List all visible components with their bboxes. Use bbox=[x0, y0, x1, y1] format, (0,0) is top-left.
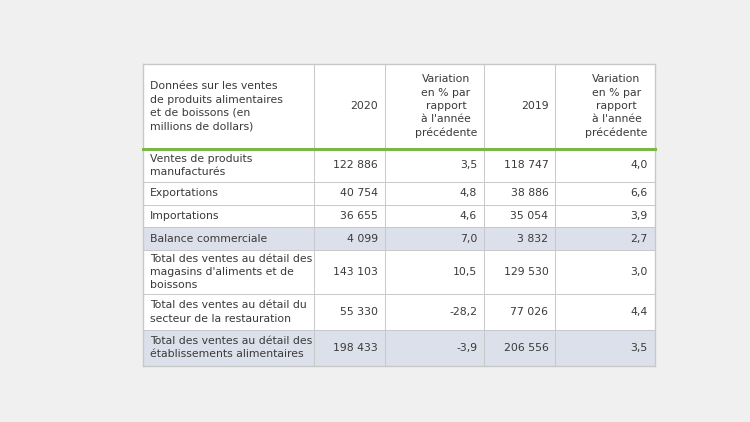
Bar bbox=[143, 294, 655, 330]
Text: 4,6: 4,6 bbox=[460, 211, 477, 221]
Bar bbox=[314, 64, 385, 149]
Text: 129 530: 129 530 bbox=[503, 267, 548, 277]
Bar bbox=[143, 227, 655, 250]
Text: 2019: 2019 bbox=[520, 101, 548, 111]
Bar bbox=[143, 250, 655, 294]
Text: Ventes de produits
manufacturés: Ventes de produits manufacturés bbox=[150, 154, 253, 177]
Text: 77 026: 77 026 bbox=[511, 307, 548, 317]
Bar bbox=[143, 64, 655, 366]
Text: -28,2: -28,2 bbox=[449, 307, 477, 317]
Text: 206 556: 206 556 bbox=[503, 343, 548, 353]
Text: 4,4: 4,4 bbox=[631, 307, 648, 317]
Text: 10,5: 10,5 bbox=[453, 267, 477, 277]
Text: 3,9: 3,9 bbox=[631, 211, 648, 221]
Text: 4,8: 4,8 bbox=[460, 189, 477, 198]
Text: 198 433: 198 433 bbox=[333, 343, 378, 353]
Text: 38 886: 38 886 bbox=[511, 189, 548, 198]
Text: Total des ventes au détail des
établissements alimentaires: Total des ventes au détail des établisse… bbox=[150, 336, 313, 360]
Bar bbox=[143, 205, 655, 227]
Text: Variation
en % par
rapport
à l'année
précédente: Variation en % par rapport à l'année pré… bbox=[415, 75, 477, 138]
Text: 3,0: 3,0 bbox=[630, 267, 648, 277]
Text: 3,5: 3,5 bbox=[460, 160, 477, 170]
Bar bbox=[143, 330, 655, 366]
Text: 35 054: 35 054 bbox=[511, 211, 548, 221]
Text: 4 099: 4 099 bbox=[346, 234, 378, 243]
Text: 40 754: 40 754 bbox=[340, 189, 378, 198]
Text: -3,9: -3,9 bbox=[456, 343, 477, 353]
Text: 118 747: 118 747 bbox=[504, 160, 548, 170]
Bar bbox=[143, 149, 655, 182]
Text: 7,0: 7,0 bbox=[460, 234, 477, 243]
Text: Données sur les ventes
de produits alimentaires
et de boissons (en
millions de d: Données sur les ventes de produits alime… bbox=[150, 81, 283, 131]
Bar bbox=[143, 182, 655, 205]
Text: 3,5: 3,5 bbox=[631, 343, 648, 353]
Text: 143 103: 143 103 bbox=[333, 267, 378, 277]
Text: 122 886: 122 886 bbox=[333, 160, 378, 170]
Text: Variation
en % par
rapport
à l'année
précédente: Variation en % par rapport à l'année pré… bbox=[585, 75, 648, 138]
Bar bbox=[143, 64, 314, 149]
Text: 55 330: 55 330 bbox=[340, 307, 378, 317]
Text: 2020: 2020 bbox=[350, 101, 378, 111]
Bar bbox=[484, 64, 556, 149]
Text: 3 832: 3 832 bbox=[518, 234, 548, 243]
Text: Importations: Importations bbox=[150, 211, 220, 221]
Text: Balance commerciale: Balance commerciale bbox=[150, 234, 268, 243]
Text: Exportations: Exportations bbox=[150, 189, 219, 198]
Bar bbox=[556, 64, 655, 149]
Text: 4,0: 4,0 bbox=[630, 160, 648, 170]
Text: Total des ventes au détail des
magasins d'aliments et de
boissons: Total des ventes au détail des magasins … bbox=[150, 254, 313, 290]
Text: 36 655: 36 655 bbox=[340, 211, 378, 221]
Bar bbox=[385, 64, 484, 149]
Text: Total des ventes au détail du
secteur de la restauration: Total des ventes au détail du secteur de… bbox=[150, 300, 307, 324]
Text: 2,7: 2,7 bbox=[631, 234, 648, 243]
Text: 6,6: 6,6 bbox=[631, 189, 648, 198]
